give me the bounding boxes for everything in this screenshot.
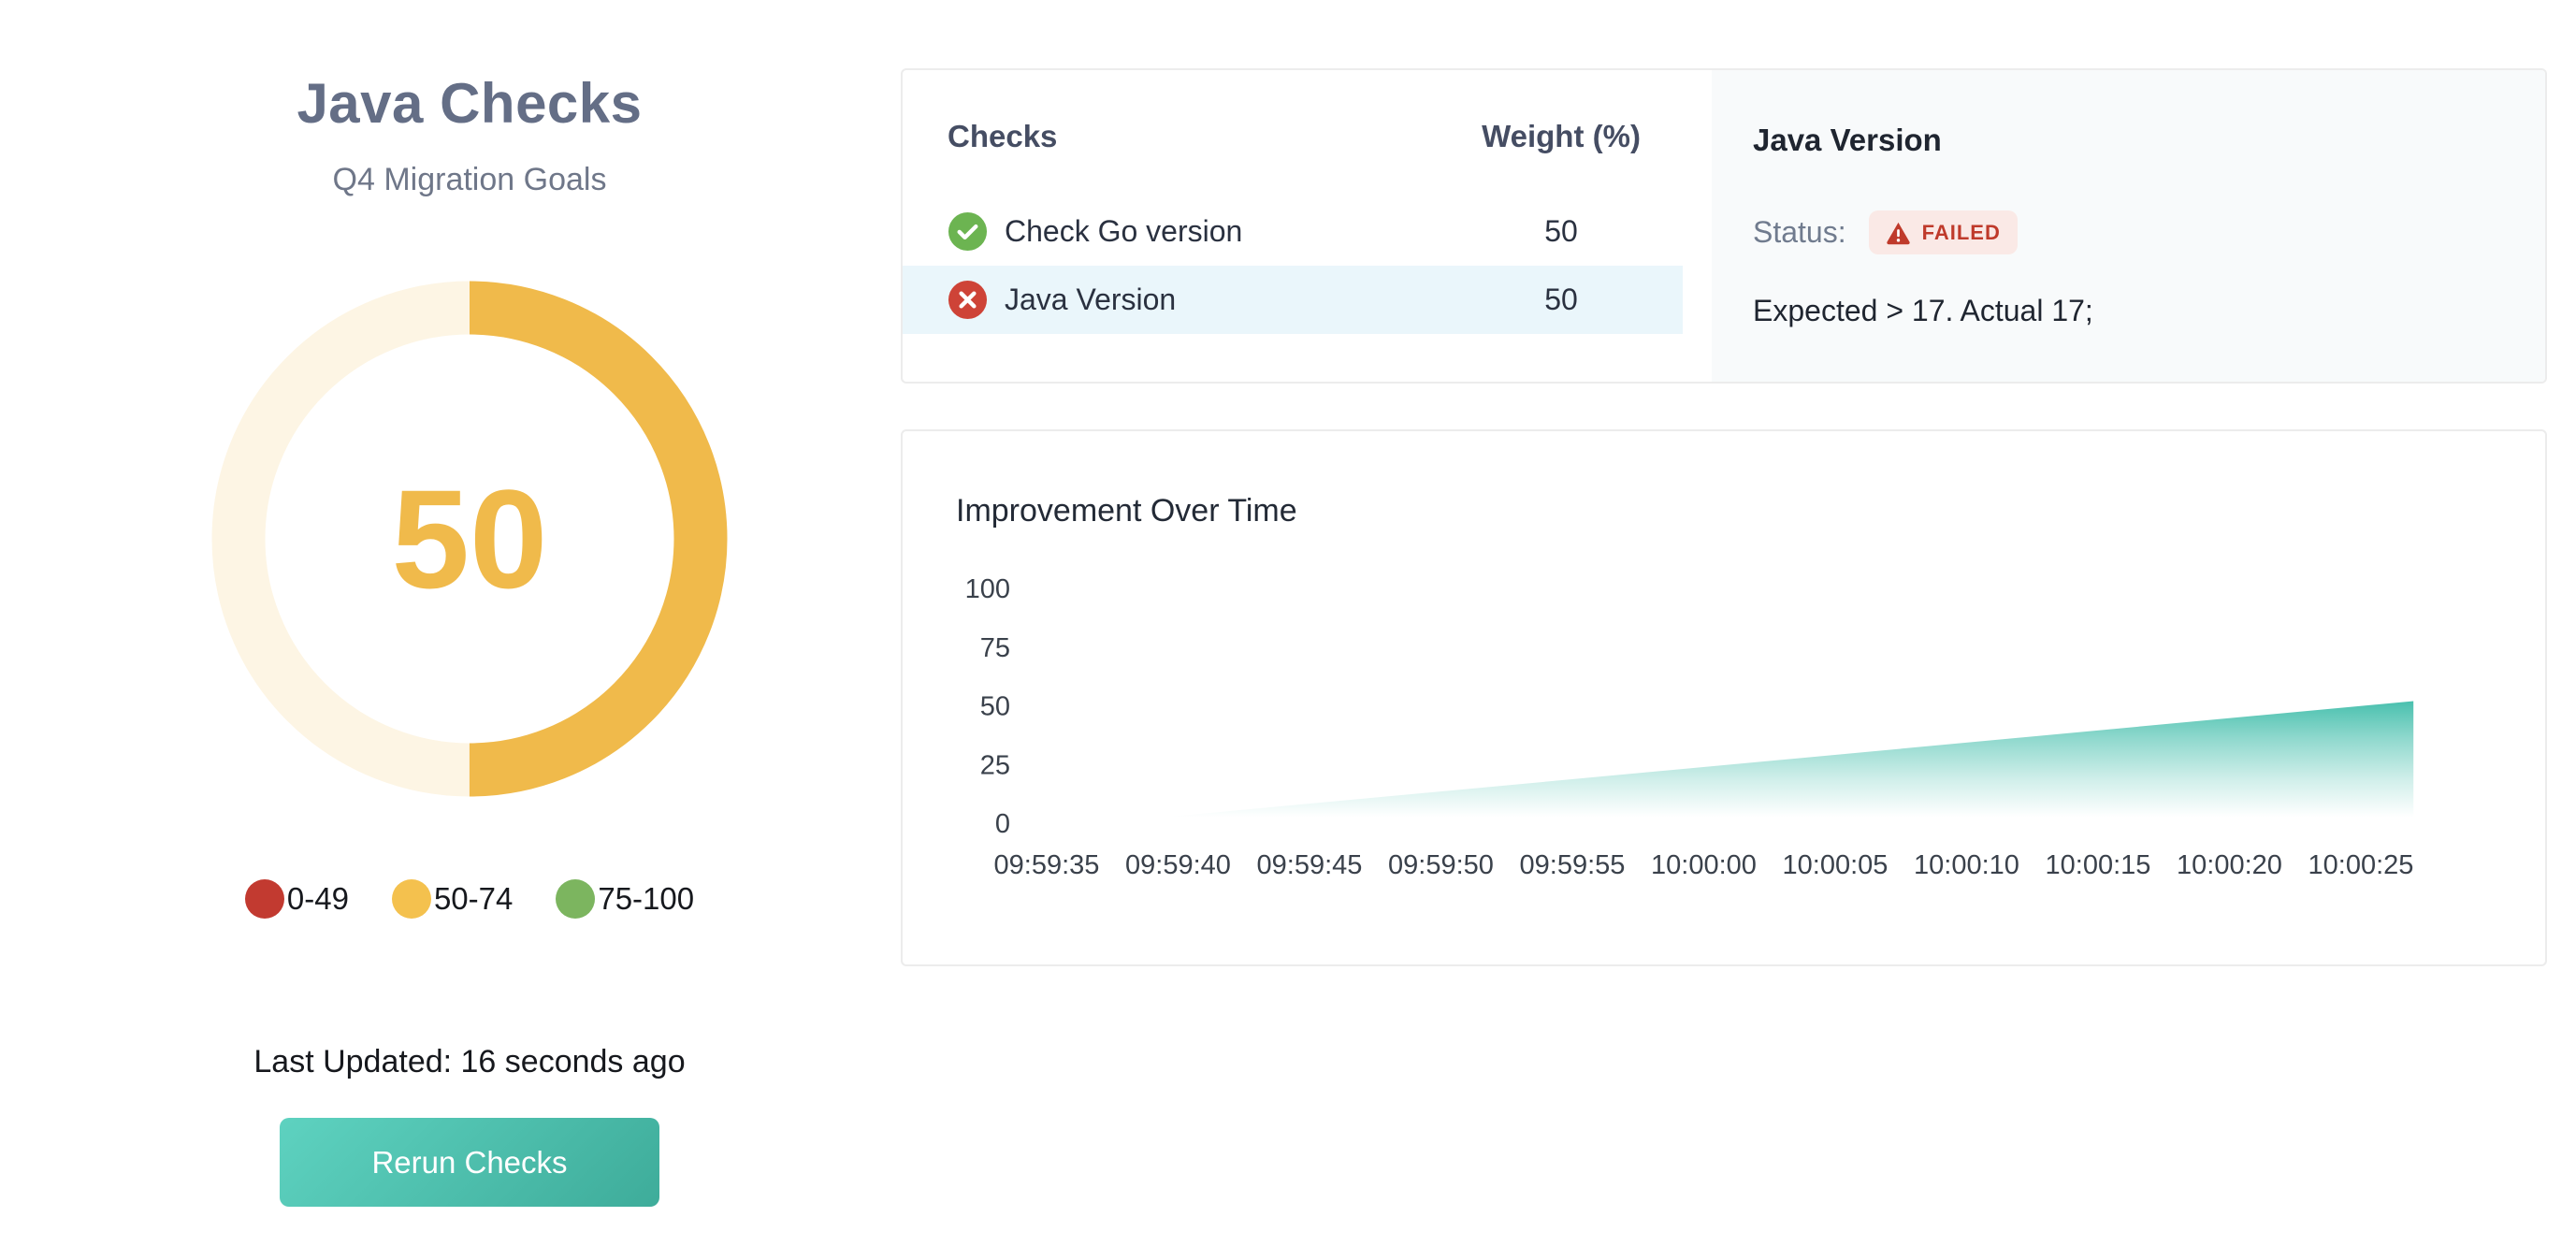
improvement-area-series [1099,701,2414,823]
check-weight: 50 [1544,214,1578,248]
pane-divider [1683,70,1712,382]
legend-green-dot [556,879,596,919]
x-tick-label: 09:59:50 [1388,850,1494,880]
check-detail-panel: Java Version Status: FAILED Expected > 1… [1712,70,2545,382]
gauge-score-value: 50 [391,459,548,617]
weight-column-header: Weight (%) [1482,119,1641,153]
y-tick-label: 75 [980,633,1010,663]
legend-red-dot [244,879,284,919]
x-tick-label: 10:00:00 [1651,850,1757,880]
y-tick-label: 0 [995,809,1010,839]
x-tick-label: 10:00:15 [2046,850,2151,880]
rerun-checks-button[interactable]: Rerun Checks [280,1118,659,1207]
x-tick-label: 09:59:35 [994,850,1100,880]
check-row-go-version[interactable]: Check Go version 50 [903,197,1683,266]
x-tick-label: 10:00:20 [2177,850,2282,880]
warning-icon [1886,222,1910,245]
x-tick-label: 10:00:05 [1783,850,1889,880]
check-pass-icon [948,211,988,252]
failure-message: Expected > 17. Actual 17; [1753,294,2093,327]
score-gauge-ring [211,281,728,797]
checks-table: Checks Weight (%) Check Go version 50 [903,70,1683,382]
status-row: Status: FAILED [1753,210,2508,254]
score-gauge: 50 [211,281,728,797]
check-name: Java Version [1005,283,1177,316]
y-tick-label: 100 [965,574,1010,604]
page-subtitle: Q4 Migration Goals [332,162,607,197]
checks-table-body: Check Go version 50 Java Version 50 [903,197,1683,334]
check-fail-icon [948,280,988,320]
improvement-chart-card: Improvement Over Time 0 25 50 75 100 09:59:35… [901,429,2547,966]
x-tick-label: 10:00:10 [1914,850,2019,880]
x-tick-label: 10:00:25 [2308,850,2414,880]
check-row-java-version[interactable]: Java Version 50 [903,266,1683,334]
legend-label: 75-100 [598,881,695,916]
improvement-area-chart: 0 25 50 75 100 09:59:35 09:59:40 09:59:45 09:59:… [965,574,2414,880]
checks-column-header: Checks [948,119,1058,153]
status-label: Status: [1753,215,1846,249]
check-name: Check Go version [1005,214,1243,248]
legend-yellow-dot [391,879,431,919]
detail-title: Java Version [1753,123,1942,157]
legend-item-mid: 50-74 [391,879,514,919]
x-tick-label: 09:59:40 [1125,850,1231,880]
page-title: Java Checks [297,72,643,135]
status-badge: FAILED [1868,210,2018,254]
legend-label: 50-74 [433,881,514,916]
status-badge-text: FAILED [1921,220,2001,244]
x-tick-label: 09:59:55 [1520,850,1626,880]
y-tick-label: 50 [980,692,1010,722]
legend-item-low: 0-49 [244,879,349,919]
check-weight: 50 [1544,283,1578,316]
y-tick-label: 25 [980,750,1010,780]
legend-item-high: 75-100 [556,879,694,919]
score-legend: 0-49 50-74 75-100 [244,879,694,919]
legend-label: 0-49 [286,881,349,916]
summary-panel: Java Checks Q4 Migration Goals 50 0-49 5… [0,0,939,1207]
gauge-value-ring [211,281,728,797]
checks-table-header: Checks Weight (%) [903,119,1683,154]
x-tick-label: 09:59:45 [1257,850,1363,880]
last-updated-text: Last Updated: 16 seconds ago [253,1044,686,1079]
chart-title: Improvement Over Time [956,493,1297,529]
checks-card: Checks Weight (%) Check Go version 50 [901,68,2547,384]
